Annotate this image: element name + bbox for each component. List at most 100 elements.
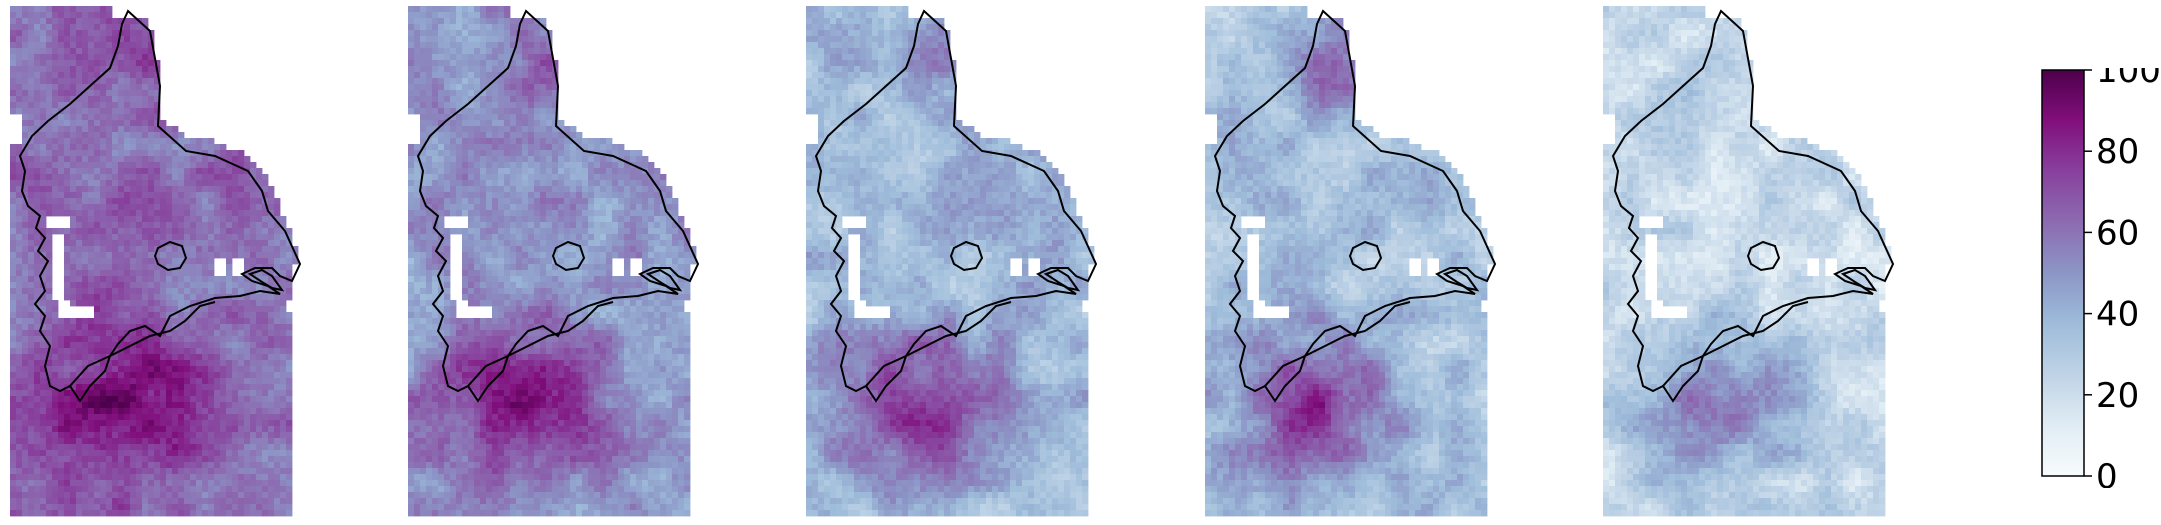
map-cell (516, 18, 523, 25)
map-cell (208, 204, 215, 211)
map-cell (142, 210, 149, 217)
map-cell (190, 324, 197, 331)
map-cell (594, 270, 601, 277)
map-cell (88, 216, 95, 223)
map-cell (178, 300, 185, 307)
map-cell (408, 210, 415, 217)
map-cell (594, 204, 601, 211)
map-cell (52, 330, 59, 337)
map-cell (474, 12, 481, 19)
map-cell (178, 348, 185, 355)
map-cell (274, 198, 281, 205)
map-cell (244, 414, 251, 421)
map-cell (28, 282, 35, 289)
map-cell (64, 324, 71, 331)
map-cell (196, 210, 203, 217)
map-cell (250, 168, 257, 175)
map-cell (64, 84, 71, 91)
map-cell (426, 6, 433, 13)
map-cell (154, 504, 161, 511)
map-cell (34, 348, 41, 355)
map-cell (226, 468, 233, 475)
map-cell (534, 144, 541, 151)
map-cell (280, 294, 287, 301)
map-cell (190, 240, 197, 247)
map-cell (468, 18, 475, 25)
map-cell (16, 258, 23, 265)
map-cell (28, 198, 35, 205)
map-cell (468, 270, 475, 277)
map-cell (88, 60, 95, 67)
map-cell (552, 138, 559, 145)
map-cell (184, 432, 191, 439)
map-cell (256, 444, 263, 451)
map-cell (262, 276, 269, 283)
map-cell (226, 498, 233, 505)
map-cell (250, 276, 257, 283)
map-cell (46, 312, 53, 319)
map-cell (70, 426, 77, 433)
map-cell (600, 162, 607, 169)
map-cell (142, 192, 149, 199)
map-cell (22, 288, 29, 295)
map-cell (462, 288, 469, 295)
map-cell (118, 234, 125, 241)
map-cell (444, 150, 451, 157)
map-cell (426, 234, 433, 241)
map-cell (58, 210, 65, 217)
map-cell (172, 276, 179, 283)
map-cell (28, 30, 35, 37)
map-cell (130, 168, 137, 175)
map-cell (256, 180, 263, 187)
map-cell (256, 438, 263, 445)
map-cell (208, 390, 215, 397)
map-cell (268, 186, 275, 193)
map-cell (70, 36, 77, 43)
map-cell (546, 216, 553, 223)
map-cell (148, 408, 155, 415)
map-cell (184, 330, 191, 337)
map-cell (106, 150, 113, 157)
map-cell (468, 6, 475, 13)
map-cell (432, 180, 439, 187)
map-cell (226, 210, 233, 217)
map-cell (130, 138, 137, 145)
map-cell (450, 18, 457, 25)
map-cell (124, 126, 131, 133)
map-cell (528, 108, 535, 115)
map-cell (208, 384, 215, 391)
map-cell (414, 198, 421, 205)
map-cell (202, 300, 209, 307)
map-cell (124, 366, 131, 373)
map-cell (142, 90, 149, 97)
map-cell (82, 438, 89, 445)
map-cell (82, 294, 89, 301)
map-cell (34, 138, 41, 145)
map-cell (64, 282, 71, 289)
map-cell (498, 192, 505, 199)
map-cell (546, 192, 553, 199)
map-cell (100, 426, 107, 433)
map-cell (280, 324, 287, 331)
map-cell (286, 384, 293, 391)
map-cell (118, 102, 125, 109)
map-cell (444, 162, 451, 169)
map-cell (190, 258, 197, 265)
map-cell (16, 432, 23, 439)
map-cell (16, 420, 23, 427)
map-cell (546, 126, 553, 133)
map-cell (22, 258, 29, 265)
map-cell (88, 282, 95, 289)
map-cell (280, 264, 287, 271)
map-cell (88, 474, 95, 481)
map-cell (184, 312, 191, 319)
map-cell (136, 504, 143, 511)
map-cell (202, 330, 209, 337)
map-cell (100, 486, 107, 493)
map-cell (250, 462, 257, 469)
map-cell (28, 384, 35, 391)
map-cell (82, 138, 89, 145)
map-cell (100, 504, 107, 511)
map-cell (220, 192, 227, 199)
map-cell (28, 48, 35, 55)
